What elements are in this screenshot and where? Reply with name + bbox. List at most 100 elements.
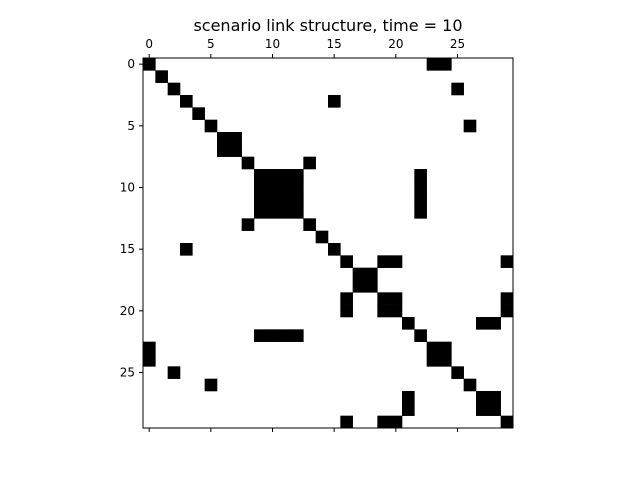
matrix-cell xyxy=(241,218,255,231)
matrix-cell xyxy=(488,391,501,404)
y-tick-label: 10 xyxy=(120,181,135,195)
matrix-cell xyxy=(500,255,514,268)
matrix-cell xyxy=(217,144,230,157)
matrix-cell xyxy=(402,317,415,330)
x-tick-label: 15 xyxy=(327,37,342,51)
x-tick-label: 20 xyxy=(388,37,403,51)
matrix-cell xyxy=(278,329,292,342)
matrix-cell xyxy=(278,193,292,207)
y-tick-label: 15 xyxy=(120,242,135,256)
chart-title: scenario link structure, time = 10 xyxy=(193,16,462,35)
matrix-cell xyxy=(266,181,279,194)
matrix-cell xyxy=(241,156,255,170)
plot-frame xyxy=(142,57,514,429)
matrix-cell xyxy=(291,206,304,219)
matrix-cell xyxy=(463,378,477,392)
matrix-cell xyxy=(180,95,193,108)
matrix-cell xyxy=(426,354,440,367)
matrix-cell xyxy=(402,403,415,416)
y-axis-ticks: 0 5 10 15 20 25 xyxy=(120,57,143,380)
matrix-cell xyxy=(254,193,267,207)
matrix-cell xyxy=(365,267,378,281)
matrix-cell xyxy=(389,304,403,318)
matrix-cell xyxy=(192,107,205,120)
matrix-cell xyxy=(266,329,279,342)
matrix-cell xyxy=(254,329,267,342)
matrix-cell xyxy=(476,391,489,404)
matrix-cell xyxy=(500,304,514,318)
matrix-cell xyxy=(229,144,242,157)
matrix-cell xyxy=(451,82,464,96)
x-tick-label: 5 xyxy=(207,37,215,51)
matrix-cell xyxy=(278,169,292,182)
matrix-cell xyxy=(389,292,403,305)
matrix-cell xyxy=(278,206,292,219)
y-tick-label: 5 xyxy=(127,119,135,133)
matrix-cell xyxy=(266,206,279,219)
matrix-cell xyxy=(426,341,440,355)
matrix-cell xyxy=(414,193,427,207)
matrix-cell xyxy=(143,354,156,367)
matrix-cell xyxy=(488,403,501,416)
matrix-cell xyxy=(500,415,514,429)
matrix-cell xyxy=(439,341,452,355)
matrix-cell xyxy=(340,292,353,305)
matrix-cell xyxy=(180,243,193,256)
matrix-cell xyxy=(488,317,501,330)
x-tick-label: 0 xyxy=(145,37,153,51)
matrix-cell xyxy=(389,255,403,268)
matrix-cell xyxy=(303,156,316,170)
matrix-cell xyxy=(377,304,390,318)
matrix-cell xyxy=(229,132,242,145)
matrix-cell xyxy=(266,193,279,207)
matrix-cell xyxy=(365,280,378,293)
matrix-cell xyxy=(291,193,304,207)
matrix-cell xyxy=(377,292,390,305)
y-tick-label: 0 xyxy=(127,57,135,71)
matrix-cell xyxy=(352,280,366,293)
matrix-cells xyxy=(143,58,514,429)
matrix-cell xyxy=(254,181,267,194)
matrix-cell xyxy=(291,169,304,182)
matrix-cell xyxy=(143,341,156,355)
matrix-cell xyxy=(463,119,477,133)
matrix-cell xyxy=(291,329,304,342)
matrix-cell xyxy=(340,304,353,318)
matrix-cell xyxy=(500,292,514,305)
matrix-cell xyxy=(414,181,427,194)
y-tick-label: 20 xyxy=(120,304,135,318)
matrix-cell xyxy=(414,329,427,342)
matrix-cell xyxy=(414,206,427,219)
matrix-cell xyxy=(167,82,181,96)
matrix-cell xyxy=(315,230,329,244)
matrix-cell xyxy=(414,169,427,182)
matrix-cell xyxy=(204,378,218,392)
matrix-cell xyxy=(439,58,452,71)
matrix-cell xyxy=(291,181,304,194)
matrix-cell xyxy=(476,317,489,330)
matrix-cell xyxy=(426,58,440,71)
x-tick-label: 25 xyxy=(450,37,465,51)
matrix-cell xyxy=(266,169,279,182)
matrix-cell xyxy=(439,354,452,367)
matrix-cell xyxy=(204,119,218,133)
matrix-cell xyxy=(476,403,489,416)
matrix-cell xyxy=(377,415,390,429)
matrix-cell xyxy=(155,70,168,83)
matrix-cell xyxy=(167,366,181,379)
y-tick-label: 25 xyxy=(120,366,135,380)
matrix-cell xyxy=(352,267,366,281)
matrix-cell xyxy=(402,391,415,404)
x-axis-ticks: 0 5 10 15 20 25 xyxy=(145,37,465,432)
matrix-cell xyxy=(328,243,341,256)
matrix-cell xyxy=(451,366,464,379)
matrix-cell xyxy=(377,255,390,268)
matrix-cell xyxy=(217,132,230,145)
matrix-cell xyxy=(389,415,403,429)
matrix-cell xyxy=(254,169,267,182)
matrix-cell xyxy=(328,95,341,108)
matrix-cell xyxy=(303,218,316,231)
x-tick-label: 10 xyxy=(265,37,280,51)
matrix-cell xyxy=(278,181,292,194)
